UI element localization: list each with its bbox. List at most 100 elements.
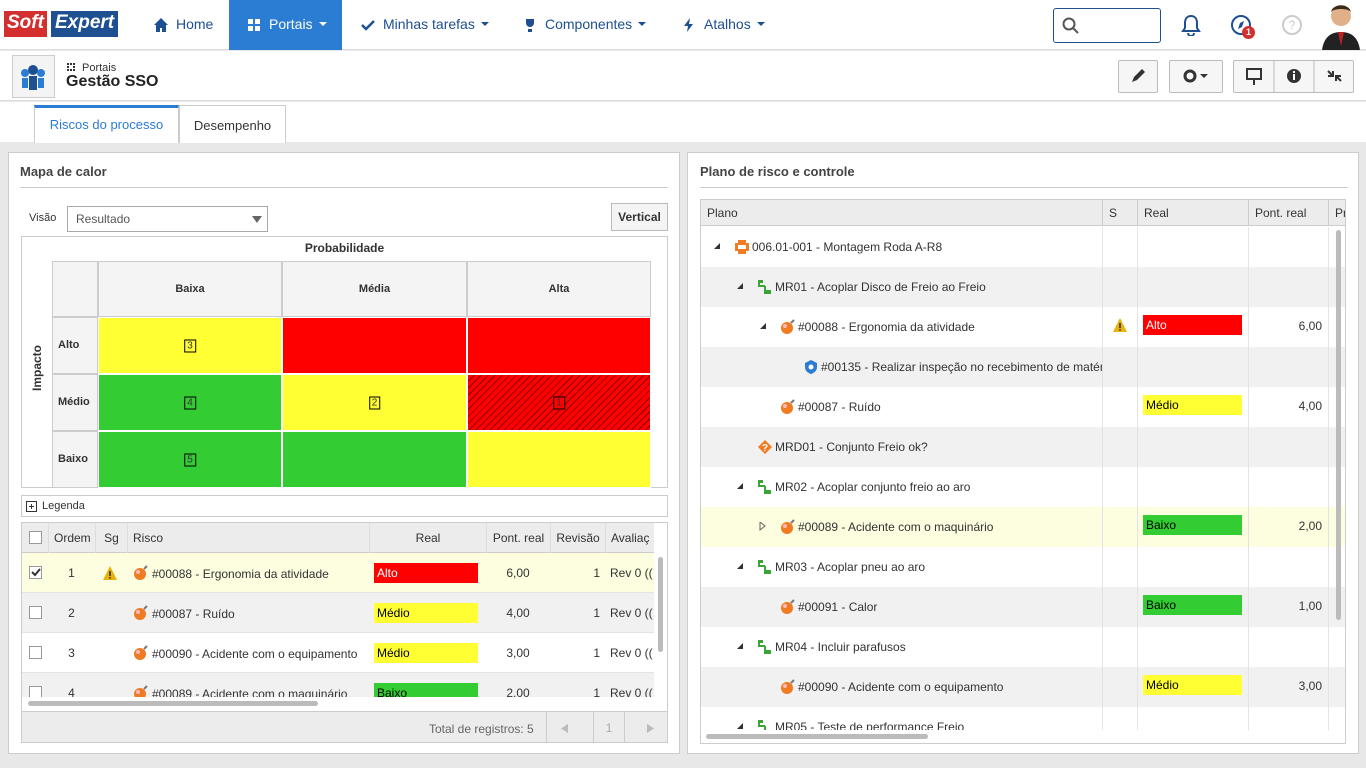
search-box[interactable] — [1053, 8, 1161, 43]
nav-item[interactable]: Portais — [269, 16, 313, 32]
plan-item: #00135 - Realizar inspeção no recebiment… — [821, 347, 1102, 387]
step-icon — [757, 479, 773, 495]
process-icon — [734, 239, 750, 255]
order: 1 — [48, 553, 95, 593]
view-select[interactable]: Resultado — [67, 206, 268, 232]
revision: 1 — [550, 673, 600, 697]
toolbar-group[interactable] — [1233, 60, 1354, 93]
tree-row[interactable]: #00135 - Realizar inspeção no recebiment… — [701, 347, 1346, 387]
page-number[interactable]: 1 — [593, 712, 625, 743]
tab-active[interactable]: Riscos do processo — [34, 105, 179, 143]
score: 2,00 — [486, 673, 550, 697]
row-checkbox — [29, 686, 43, 697]
column-rule — [1328, 227, 1329, 267]
logo[interactable]: Soft Expert — [4, 11, 127, 37]
edit-button[interactable] — [1118, 60, 1158, 93]
bell-icon[interactable] — [1180, 14, 1202, 36]
plan-item: MR05 - Teste de performance Freio — [775, 707, 1102, 730]
column-rule — [1137, 627, 1138, 667]
risk-icon — [133, 645, 149, 661]
cell-count: 3 — [184, 339, 196, 352]
svg-text:?: ? — [762, 443, 768, 454]
expander — [759, 522, 769, 532]
plan-panel: Plano de risco e controle PlanoSRealPont… — [687, 152, 1359, 754]
expander — [759, 322, 769, 332]
vertical-button[interactable]: Vertical — [611, 203, 668, 231]
expander — [736, 482, 746, 492]
column-header: Baixa — [98, 261, 282, 317]
record-count: Total de registros: 5 — [429, 722, 534, 736]
real-badge: Alto — [1143, 315, 1242, 335]
order: 3 — [48, 633, 95, 673]
column-rule — [1137, 347, 1138, 387]
tree-row[interactable]: MR03 - Acoplar pneu ao aro — [701, 547, 1346, 587]
risk-icon — [780, 519, 796, 535]
row-header: Médio — [52, 374, 98, 431]
scrollbar[interactable] — [28, 701, 318, 706]
risk-name: #00088 - Ergonomia da atividade — [152, 553, 367, 593]
table-row[interactable]: 4#00089 - Acidente com o maquinárioBaixo… — [22, 673, 654, 697]
corner-cell — [52, 261, 98, 317]
column-rule — [1328, 347, 1329, 387]
plan-item: MRD01 - Conjunto Freio ok? — [775, 427, 1102, 467]
warning-icon — [102, 565, 118, 581]
legend-bar[interactable]: Legenda — [21, 495, 668, 517]
nav-item[interactable]: Componentes — [545, 16, 632, 32]
nav-item[interactable]: Home — [176, 16, 213, 32]
dropdown-caret — [319, 20, 328, 29]
heatmap-cell: 3 — [98, 317, 282, 374]
column-rule — [1102, 707, 1103, 730]
column-rule — [1328, 707, 1329, 730]
column-rule — [1137, 267, 1138, 307]
tree-row[interactable]: #00089 - Acidente com o maquinárioBaixo2… — [701, 507, 1346, 547]
column-header: Avaliaç — [605, 523, 654, 553]
risk-icon — [133, 605, 149, 621]
tree-row[interactable]: 006.01-001 - Montagem Roda A-R8 — [701, 227, 1346, 267]
tree-row[interactable]: #00087 - RuídoMédio4,00 — [701, 387, 1346, 427]
settings-button[interactable] — [1169, 60, 1223, 93]
risk-name: #00089 - Acidente com o maquinário — [152, 673, 367, 697]
nav-icon — [360, 17, 376, 33]
dropdown-caret — [757, 20, 766, 29]
risk-table-body: OrdemSgRiscoRealPont. realRevisãoAvaliaç… — [22, 523, 654, 697]
help-icon[interactable]: ? — [1281, 14, 1303, 36]
plan-item: MR04 - Incluir parafusos — [775, 627, 1102, 667]
nav-item[interactable]: Minhas tarefas — [383, 16, 475, 32]
tree-row[interactable]: #00088 - Ergonomia da atividadeAlto6,00 — [701, 307, 1346, 347]
tree-row[interactable]: ? MRD01 - Conjunto Freio ok? — [701, 427, 1346, 467]
tree-row[interactable]: MR04 - Incluir parafusos — [701, 627, 1346, 667]
plan-item: #00088 - Ergonomia da atividade — [798, 307, 1102, 347]
table-row[interactable]: 3#00090 - Acidente com o equipamentoMédi… — [22, 633, 654, 673]
scrollbar[interactable] — [1336, 230, 1341, 620]
risk-icon — [780, 319, 796, 335]
plan-item: #00090 - Acidente com o equipamento — [798, 667, 1102, 707]
column-rule — [1102, 307, 1103, 347]
column-rule — [1102, 347, 1103, 387]
tree-row[interactable]: MR01 - Acoplar Disco de Freio ao Freio — [701, 267, 1346, 307]
row-checkbox — [29, 566, 43, 580]
column-rule — [1102, 627, 1103, 667]
tree-row[interactable]: MR02 - Acoplar conjunto freio ao aro — [701, 467, 1346, 507]
nav-item[interactable]: Atalhos — [704, 16, 751, 32]
order: 4 — [48, 673, 95, 697]
score: 3,00 — [486, 633, 550, 673]
expander — [713, 242, 723, 252]
scrollbar[interactable] — [658, 557, 663, 652]
column-header: Média — [282, 261, 467, 317]
tab[interactable]: Desempenho — [179, 105, 286, 143]
tree-row[interactable]: #00091 - CalorBaixo1,00 — [701, 587, 1346, 627]
page-title: Gestão SSO — [66, 73, 158, 91]
column-header: Pr — [1328, 200, 1346, 226]
order: 2 — [48, 593, 95, 633]
tree-row[interactable]: #00090 - Acidente com o equipamentoMédio… — [701, 667, 1346, 707]
table-row[interactable]: 2#00087 - RuídoMédio4,001Rev 0 (( — [22, 593, 654, 633]
user-avatar[interactable] — [1318, 0, 1364, 50]
scrollbar[interactable] — [706, 734, 928, 739]
table-row[interactable]: 1#00088 - Ergonomia da atividadeAlto6,00… — [22, 553, 654, 593]
expander — [736, 282, 746, 292]
tree-row[interactable]: MR05 - Teste de performance Freio — [701, 707, 1346, 730]
search-icon — [1062, 17, 1080, 35]
plan-item: #00089 - Acidente com o maquinário — [798, 507, 1102, 547]
column-rule — [1137, 467, 1138, 507]
column-header: Real — [369, 523, 486, 553]
